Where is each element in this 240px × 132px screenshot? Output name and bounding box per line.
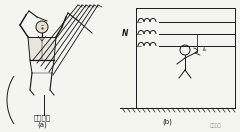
Text: $I_b$: $I_b$ <box>202 46 208 54</box>
Text: 技成培网: 技成培网 <box>209 122 221 128</box>
Text: N: N <box>122 29 128 37</box>
Polygon shape <box>28 37 56 60</box>
Circle shape <box>36 21 48 33</box>
Text: (b): (b) <box>162 119 172 125</box>
Text: 两相触电: 两相触电 <box>34 115 50 121</box>
Text: (a): (a) <box>37 122 47 128</box>
